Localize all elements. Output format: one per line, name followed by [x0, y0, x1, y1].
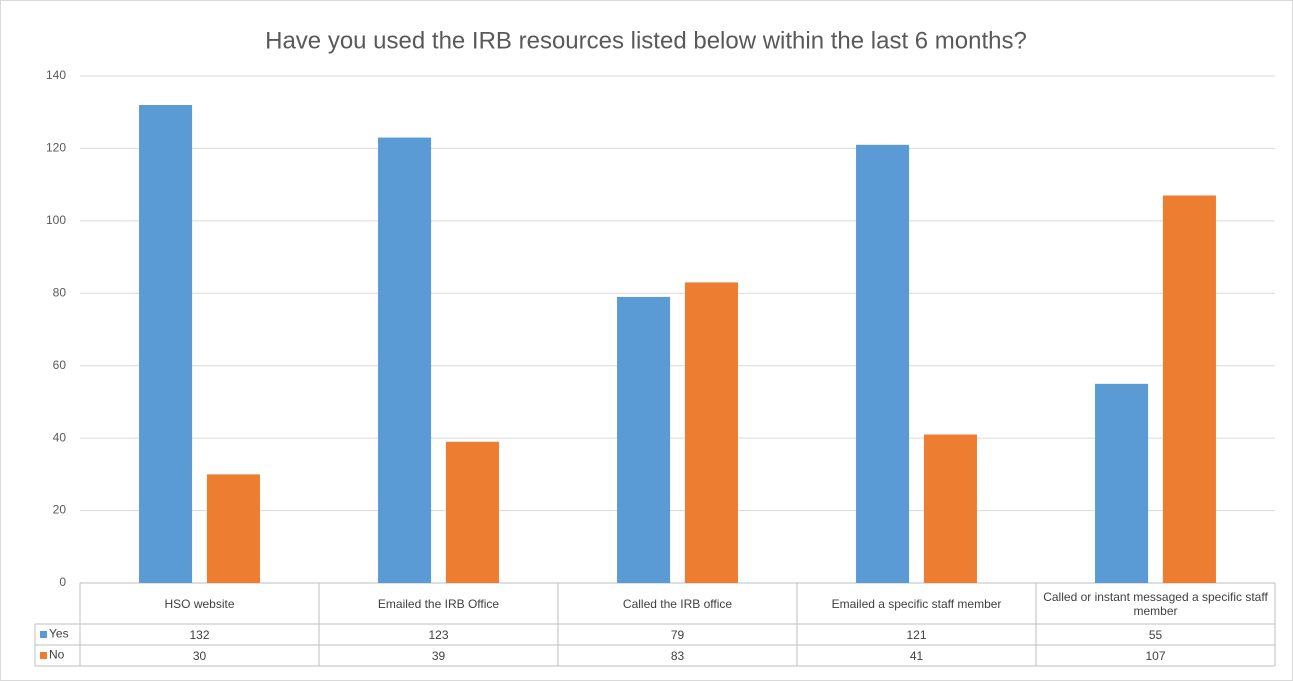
- x-tick-label: HSO website: [164, 596, 235, 611]
- x-tick-label-box: Called or instant messaged a specific st…: [1043, 589, 1268, 618]
- table-value: 132: [189, 627, 210, 642]
- table-value-box: 41: [909, 648, 924, 663]
- x-tick-label: Called the IRB office: [622, 596, 733, 611]
- bar: [445, 441, 499, 583]
- table-value-box: 121: [906, 627, 927, 642]
- table-value-box: 39: [431, 648, 446, 663]
- y-tick-label: 120: [46, 141, 66, 155]
- bar: [923, 434, 977, 583]
- y-tick-label: 140: [46, 68, 66, 82]
- legend-label: No: [49, 648, 65, 662]
- legend-swatch: [40, 631, 47, 638]
- bar: [684, 282, 738, 583]
- y-tick-label: 40: [53, 430, 67, 444]
- x-tick-label-box: HSO website: [164, 596, 235, 611]
- table-value-box: 79: [670, 627, 685, 642]
- bar: [617, 296, 671, 583]
- table-value: 79: [670, 627, 685, 642]
- table-value: 55: [1148, 627, 1163, 642]
- y-tick-label: 60: [53, 358, 67, 372]
- y-tick-label: 20: [53, 503, 67, 517]
- table-value-box: 83: [670, 648, 685, 663]
- legend-label: Yes: [49, 627, 69, 641]
- table-value: 107: [1145, 648, 1166, 663]
- table-value: 30: [192, 648, 207, 663]
- table-value-box: 55: [1148, 627, 1163, 642]
- legend-swatch: [40, 652, 47, 659]
- y-tick-label: 80: [53, 285, 67, 299]
- bar: [378, 137, 432, 584]
- table-value: 121: [906, 627, 927, 642]
- bar: [856, 144, 910, 584]
- y-tick-label: 0: [59, 575, 66, 589]
- x-tick-label: Called or instant messaged a specific st…: [1043, 589, 1268, 618]
- x-tick-label-box: Emailed the IRB Office: [377, 596, 500, 611]
- y-tick-label: 100: [46, 213, 66, 227]
- table-value-box: 123: [428, 627, 449, 642]
- bar: [1162, 195, 1216, 583]
- x-tick-label: Emailed a specific staff member: [831, 596, 1002, 611]
- bar: [1095, 383, 1149, 583]
- x-tick-label: Emailed the IRB Office: [377, 596, 500, 611]
- table-value: 39: [431, 648, 446, 663]
- table-value: 41: [909, 648, 924, 663]
- chart-title: Have you used the IRB resources listed b…: [265, 27, 1027, 54]
- table-value: 123: [428, 627, 449, 642]
- x-tick-label-box: Emailed a specific staff member: [831, 596, 1002, 611]
- bar: [139, 104, 193, 583]
- table-value-box: 132: [189, 627, 210, 642]
- table-value-box: 107: [1145, 648, 1166, 663]
- bar: [206, 474, 260, 583]
- x-tick-label-box: Called the IRB office: [622, 596, 733, 611]
- table-value-box: 30: [192, 648, 207, 663]
- table-value: 83: [670, 648, 685, 663]
